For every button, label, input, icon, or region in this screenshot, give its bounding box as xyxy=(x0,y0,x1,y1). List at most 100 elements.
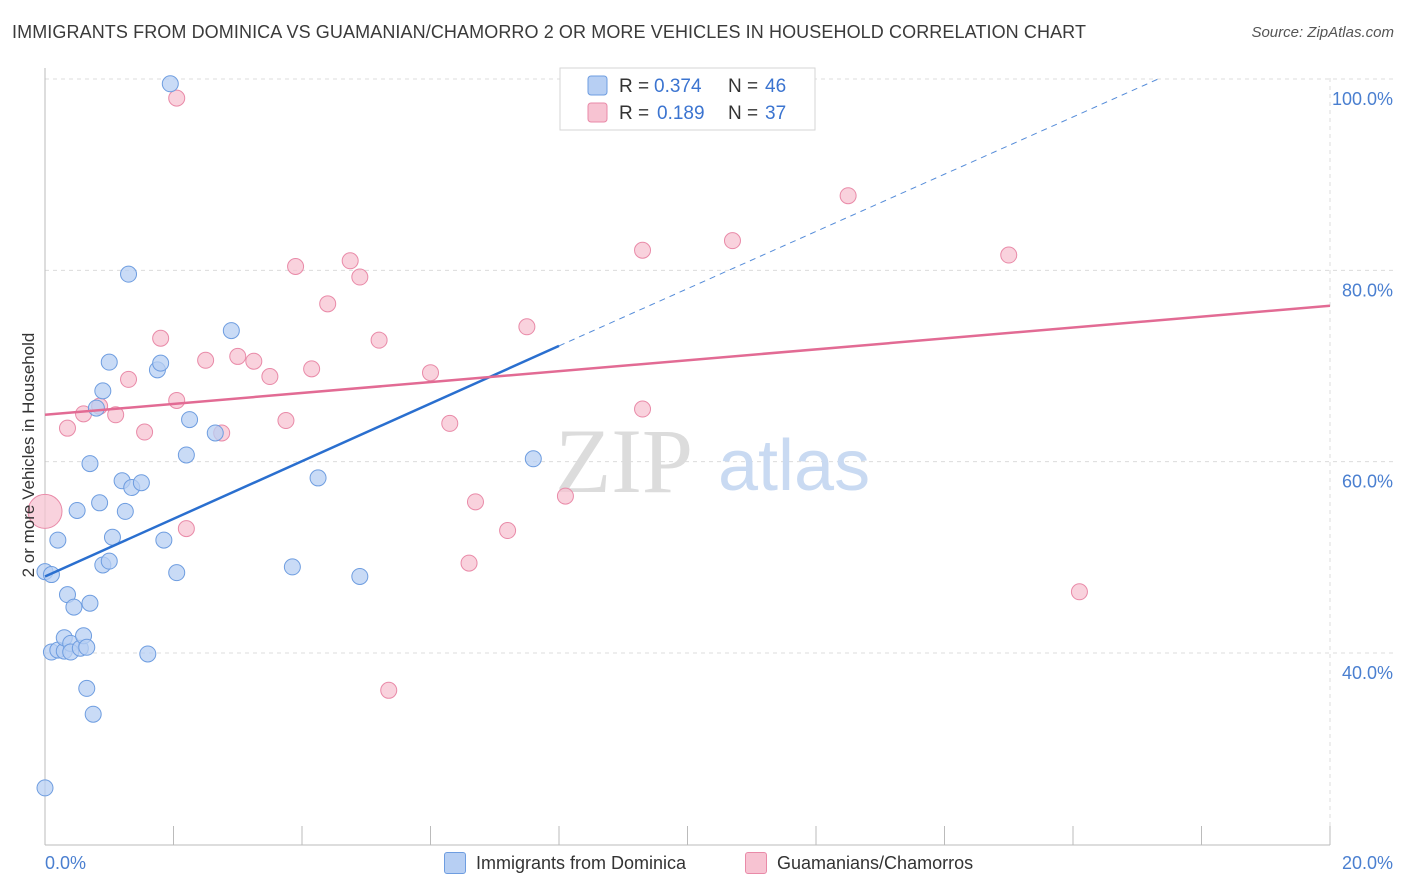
blue-point xyxy=(120,265,138,283)
blue-point xyxy=(68,501,86,519)
y-tick-label: 40.0% xyxy=(1342,663,1393,683)
blue-point xyxy=(351,567,369,585)
pink-point xyxy=(460,554,478,572)
legend-r-value-2: 0.189 xyxy=(657,103,705,124)
tick-labels: 40.0% 60.0% 80.0% 100.0% 0.0% 20.0% xyxy=(45,89,1393,873)
trend-line-dominica xyxy=(44,344,560,578)
blue-point xyxy=(152,354,170,372)
pink-point xyxy=(58,419,76,437)
pink-point xyxy=(351,268,369,286)
blue-point xyxy=(81,455,99,473)
pink-point xyxy=(441,414,459,432)
source-label: Source: ZipAtlas.com xyxy=(1251,24,1394,41)
y-axis-label: 2 or more Vehicles in Household xyxy=(19,333,38,578)
bottom-legend-label-guamanians: Guamanians/Chamorros xyxy=(777,852,974,873)
pink-point xyxy=(422,364,439,382)
blue-point xyxy=(524,450,542,468)
pink-point xyxy=(152,329,170,347)
blue-point xyxy=(78,638,96,656)
blue-point xyxy=(181,411,199,429)
legend-n-label-1: N = xyxy=(728,76,758,97)
blue-point xyxy=(100,552,118,570)
pink-point xyxy=(120,370,138,388)
blue-point xyxy=(91,494,109,512)
pink-point xyxy=(287,258,305,276)
blue-point xyxy=(116,502,134,520)
legend-r-value-1: 0.374 xyxy=(654,76,702,97)
bottom-legend-swatch-blue xyxy=(444,852,466,874)
pink-point xyxy=(229,347,247,365)
pink-point xyxy=(341,252,359,270)
chart-title: IMMIGRANTS FROM DOMINICA VS GUAMANIAN/CH… xyxy=(12,22,1087,42)
blue-point xyxy=(155,531,173,549)
bottom-legend-label-dominica: Immigrants from Dominica xyxy=(476,852,687,873)
trend-lines xyxy=(44,77,1331,578)
pink-point xyxy=(168,391,186,409)
blue-point xyxy=(161,75,179,93)
axes xyxy=(44,68,1331,846)
bottom-legend-item-guamanians: Guamanians/Chamorros xyxy=(745,852,973,874)
blue-point xyxy=(222,322,240,340)
pink-point xyxy=(1070,583,1088,601)
bottom-legend-swatch-pink xyxy=(745,852,767,874)
pink-point xyxy=(136,423,154,441)
watermark: ZIP atlas xyxy=(555,410,870,512)
legend-n-value-2: 37 xyxy=(765,103,786,124)
pink-point xyxy=(261,368,279,386)
pink-point xyxy=(245,352,263,370)
legend-r-label-1: R = xyxy=(619,76,649,97)
pink-point xyxy=(303,360,321,378)
blue-point xyxy=(168,564,186,582)
series-guamanians-points xyxy=(27,89,1088,699)
blue-point xyxy=(78,679,96,697)
pink-point xyxy=(370,331,388,349)
blue-point xyxy=(81,594,99,612)
legend-box: R = 0.374 N = 46 R = 0.189 N = 37 xyxy=(559,67,816,131)
blue-point xyxy=(177,446,195,464)
pink-point xyxy=(556,487,574,505)
y-tick-label: 60.0% xyxy=(1342,472,1393,492)
legend-r-label-2: R = xyxy=(619,103,649,124)
blue-point xyxy=(36,779,54,797)
pink-point xyxy=(197,351,215,369)
pink-point xyxy=(634,400,652,418)
blue-point xyxy=(132,474,150,492)
legend-n-label-2: N = xyxy=(728,103,758,124)
series-dominica-points xyxy=(36,75,542,797)
legend-n-value-1: 46 xyxy=(765,76,786,97)
legend-swatch-blue xyxy=(587,75,608,96)
watermark-atlas: atlas xyxy=(718,426,870,506)
blue-point xyxy=(65,598,83,616)
bottom-legend-item-dominica: Immigrants from Dominica xyxy=(444,852,686,874)
pink-point xyxy=(499,522,517,540)
blue-point xyxy=(87,399,105,417)
blue-point xyxy=(94,382,112,400)
blue-point xyxy=(84,705,102,723)
pink-point xyxy=(634,241,652,259)
pink-point xyxy=(177,520,195,538)
pink-point xyxy=(466,493,484,511)
pink-point xyxy=(168,89,186,107)
x-tick-label: 0.0% xyxy=(45,853,86,873)
blue-point xyxy=(206,424,224,442)
y-tick-label: 80.0% xyxy=(1342,280,1393,300)
x-tick-label: 20.0% xyxy=(1342,853,1393,873)
watermark-zip: ZIP xyxy=(555,410,693,512)
pink-point xyxy=(1000,246,1018,264)
pink-point xyxy=(27,493,63,529)
pink-point xyxy=(277,412,295,430)
blue-point xyxy=(139,645,157,663)
legend-swatch-pink xyxy=(587,102,608,123)
blue-point xyxy=(309,469,327,487)
blue-point xyxy=(49,531,67,549)
pink-point xyxy=(380,681,398,699)
trend-line-guamanians xyxy=(44,304,1331,417)
y-tick-label: 100.0% xyxy=(1332,89,1393,109)
pink-point xyxy=(518,318,536,336)
pink-point xyxy=(107,406,125,424)
pink-point xyxy=(723,232,741,250)
pink-point xyxy=(319,295,337,313)
blue-point xyxy=(283,558,301,576)
blue-point xyxy=(100,353,118,371)
